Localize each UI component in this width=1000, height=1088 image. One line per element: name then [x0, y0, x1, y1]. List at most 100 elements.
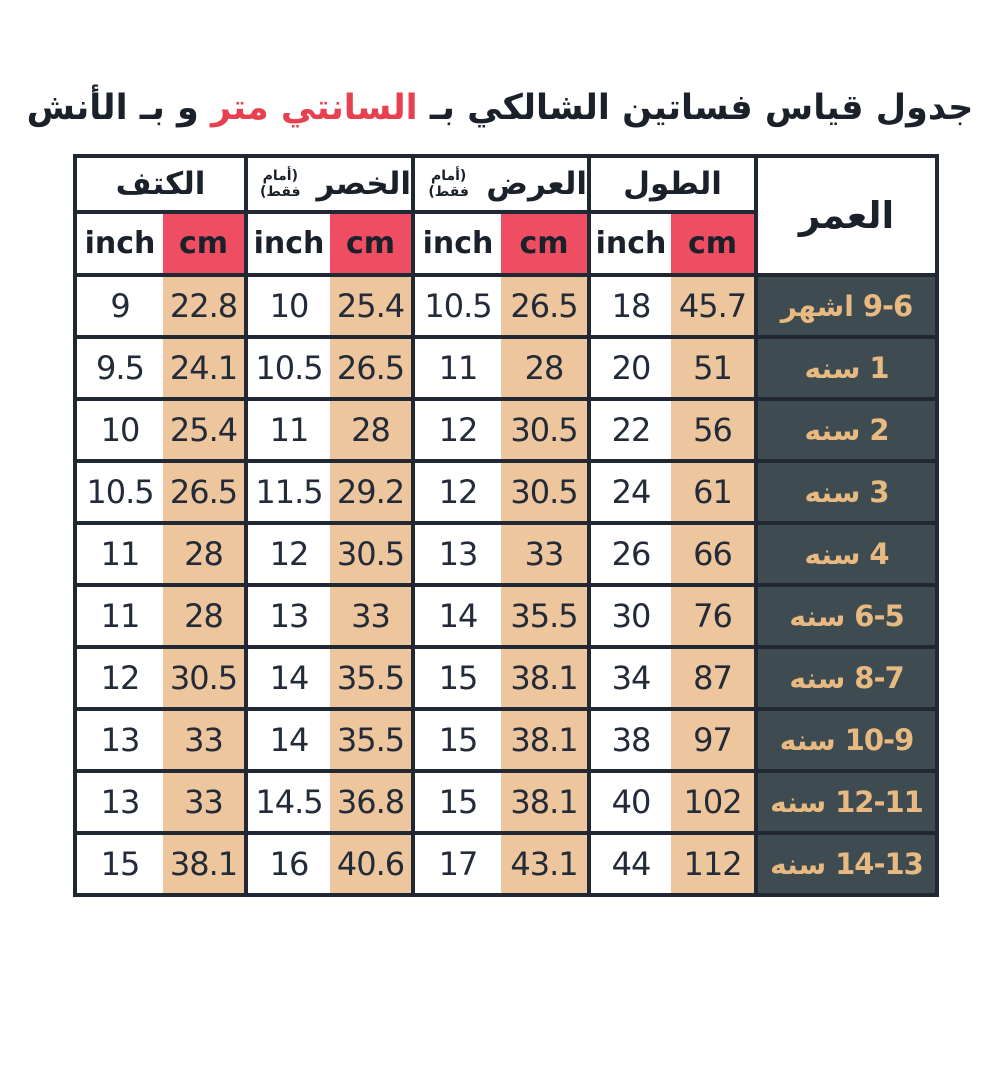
age-word: سنه	[789, 661, 846, 695]
shoulder-cm-cell: 25.4	[163, 397, 248, 463]
column-header-length: الطول	[587, 154, 759, 214]
width-cm-header: cm	[501, 210, 592, 277]
length-cm-cell: 61	[671, 459, 759, 525]
shoulder-cm-cell: 24.1	[163, 335, 248, 401]
age-word: سنه	[804, 475, 861, 509]
age-word: سنه	[770, 785, 827, 819]
waist-inch-cell: 13	[244, 583, 330, 649]
size-row: 12 30.5 14 35.5 15 38.1 34 87 سنه 8-7	[73, 645, 940, 711]
shoulder-cm-cell: 30.5	[163, 645, 248, 711]
age-cell: سنه 12-11	[754, 769, 940, 835]
length-inch-cell: 26	[587, 521, 672, 587]
size-row: 9 22.8 10 25.4 10.5 26.5 18 45.7 اشهر 9-6	[73, 273, 940, 339]
length-cm-cell: 45.7	[671, 273, 759, 339]
waist-inch-cell: 16	[244, 831, 330, 897]
waist-inch-cell: 11	[244, 397, 330, 463]
width-cm-cell: 38.1	[501, 707, 592, 773]
length-cm-cell: 102	[671, 769, 759, 835]
size-row: 13 33 14.5 36.8 15 38.1 40 102 سنه 12-11	[73, 769, 940, 835]
width-cm-cell: 28	[501, 335, 592, 401]
width-cm-cell: 43.1	[501, 831, 592, 897]
group-header-row: الكتف الخصر (أمام فقط) العرض (أمام فقط) ال…	[73, 154, 940, 277]
length-inch-cell: 30	[587, 583, 672, 649]
shoulder-cm-cell: 33	[163, 769, 248, 835]
age-cell: سنه 1	[754, 335, 940, 401]
title-prefix: جدول قياس فساتين الشالكي بـ	[417, 88, 974, 128]
size-row: 10.5 26.5 11.5 29.2 12 30.5 24 61 سنه 3	[73, 459, 940, 525]
waist-cm-header: cm	[330, 210, 415, 277]
size-row: 13 33 14 35.5 15 38.1 38 97 سنه 10-9	[73, 707, 940, 773]
shoulder-inch-cell: 11	[73, 583, 163, 649]
age-range: 9-6	[862, 289, 913, 323]
age-cell: اشهر 9-6	[754, 273, 940, 339]
width-header-note: (أمام فقط)	[428, 168, 469, 200]
length-inch-cell: 44	[587, 831, 672, 897]
width-cm-cell: 30.5	[501, 397, 592, 463]
length-header-label: الطول	[623, 166, 722, 202]
size-chart-table: الكتف الخصر (أمام فقط) العرض (أمام فقط) ال…	[73, 154, 940, 897]
waist-cm-cell: 40.6	[330, 831, 415, 897]
shoulder-cm-cell: 38.1	[163, 831, 248, 897]
waist-header-label: الخصر	[316, 166, 411, 202]
shoulder-inch-cell: 13	[73, 769, 163, 835]
waist-cm-cell: 26.5	[330, 335, 415, 401]
size-table-body: 9 22.8 10 25.4 10.5 26.5 18 45.7 اشهر 9-6 9.5 24.1 1…	[73, 273, 940, 897]
age-cell: سنه 8-7	[754, 645, 940, 711]
width-inch-cell: 15	[411, 769, 501, 835]
length-inch-header: inch	[587, 210, 672, 277]
age-word: سنه	[804, 413, 861, 447]
width-cm-cell: 38.1	[501, 769, 592, 835]
waist-inch-cell: 10.5	[244, 335, 330, 401]
age-word: سنه	[804, 351, 861, 385]
waist-cm-cell: 33	[330, 583, 415, 649]
waist-inch-cell: 12	[244, 521, 330, 587]
length-inch-cell: 24	[587, 459, 672, 525]
width-cm-cell: 26.5	[501, 273, 592, 339]
shoulder-inch-cell: 12	[73, 645, 163, 711]
waist-cm-cell: 35.5	[330, 645, 415, 711]
width-inch-cell: 15	[411, 707, 501, 773]
width-inch-cell: 12	[411, 459, 501, 525]
size-row: 11 28 13 33 14 35.5 30 76 سنه 6-5	[73, 583, 940, 649]
shoulder-inch-cell: 10.5	[73, 459, 163, 525]
age-cell: سنه 2	[754, 397, 940, 463]
waist-cm-cell: 25.4	[330, 273, 415, 339]
width-inch-header: inch	[411, 210, 501, 277]
width-inch-cell: 12	[411, 397, 501, 463]
size-row: 15 38.1 16 40.6 17 43.1 44 112 سنه 14-13	[73, 831, 940, 897]
length-cm-cell: 66	[671, 521, 759, 587]
width-inch-cell: 11	[411, 335, 501, 401]
size-row: 10 25.4 11 28 12 30.5 22 56 سنه 2	[73, 397, 940, 463]
length-inch-cell: 22	[587, 397, 672, 463]
length-cm-cell: 56	[671, 397, 759, 463]
length-cm-cell: 76	[671, 583, 759, 649]
waist-inch-header: inch	[244, 210, 330, 277]
shoulder-inch-cell: 11	[73, 521, 163, 587]
age-cell: سنه 14-13	[754, 831, 940, 897]
length-cm-cell: 112	[671, 831, 759, 897]
width-cm-cell: 33	[501, 521, 592, 587]
length-inch-cell: 20	[587, 335, 672, 401]
width-inch-cell: 13	[411, 521, 501, 587]
shoulder-inch-header: inch	[73, 210, 163, 277]
width-cm-cell: 35.5	[501, 583, 592, 649]
waist-inch-cell: 14	[244, 707, 330, 773]
column-header-age: العمر	[754, 154, 940, 277]
page-title: جدول قياس فساتين الشالكي بـ السانتي متر …	[0, 88, 1000, 128]
waist-cm-cell: 35.5	[330, 707, 415, 773]
age-range: 4	[869, 537, 889, 571]
title-suffix: و بـ الأنش	[26, 88, 211, 128]
age-cell: سنه 6-5	[754, 583, 940, 649]
size-row: 9.5 24.1 10.5 26.5 11 28 20 51 سنه 1	[73, 335, 940, 401]
width-header-label: العرض	[486, 166, 588, 202]
age-word: اشهر	[780, 289, 854, 323]
age-range: 3	[869, 475, 889, 509]
waist-inch-cell: 11.5	[244, 459, 330, 525]
column-header-waist: الخصر (أمام فقط)	[244, 154, 415, 214]
shoulder-cm-cell: 22.8	[163, 273, 248, 339]
shoulder-cm-cell: 26.5	[163, 459, 248, 525]
waist-cm-cell: 36.8	[330, 769, 415, 835]
length-inch-cell: 38	[587, 707, 672, 773]
age-range: 12-11	[835, 785, 924, 819]
age-cell: سنه 4	[754, 521, 940, 587]
